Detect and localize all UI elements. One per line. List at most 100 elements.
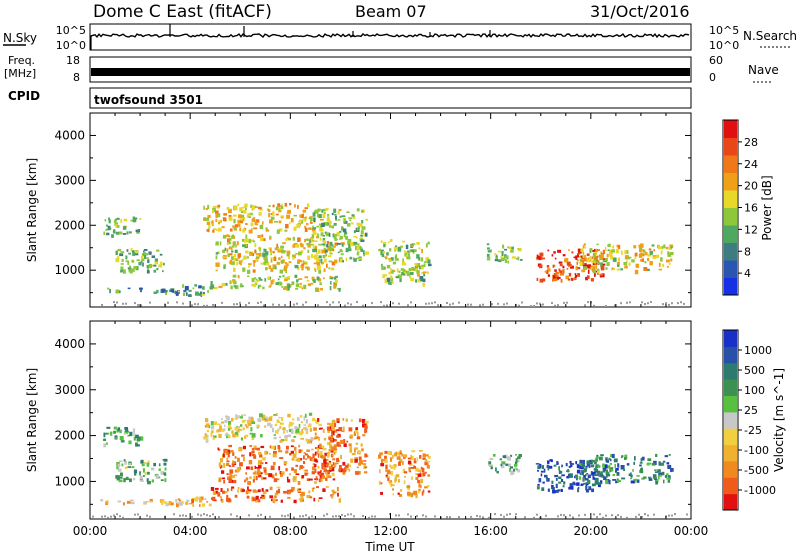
ground-scatter-cell <box>323 514 325 517</box>
range-cell <box>334 238 337 241</box>
range-cell <box>223 264 227 267</box>
colorbar-tick-label: 8 <box>744 245 751 258</box>
range-cell <box>226 494 229 498</box>
colorbar-tick-label: 24 <box>744 158 758 171</box>
range-cell <box>314 468 317 473</box>
range-cell <box>113 430 116 434</box>
range-cell <box>593 259 597 263</box>
ground-scatter-cell <box>203 304 205 307</box>
range-cell <box>639 252 644 257</box>
power-scatter-cells <box>101 202 685 307</box>
range-cell <box>272 427 275 433</box>
range-cell <box>628 262 631 266</box>
range-cell <box>287 479 291 483</box>
range-cell <box>234 417 238 420</box>
ground-scatter-cell <box>668 303 670 306</box>
range-cell <box>592 473 595 478</box>
range-cell <box>612 479 616 481</box>
range-cell <box>299 285 303 288</box>
range-cell <box>547 466 550 471</box>
range-cell <box>125 478 130 481</box>
range-cell <box>647 257 650 262</box>
range-cell <box>252 497 257 501</box>
range-cell <box>634 456 636 461</box>
range-cell <box>662 460 666 463</box>
range-cell <box>406 272 410 277</box>
range-cell <box>258 462 262 465</box>
range-cell <box>583 243 586 246</box>
range-cell <box>610 469 613 472</box>
range-cell <box>592 471 595 475</box>
range-cell <box>544 474 548 478</box>
range-cell <box>592 477 596 480</box>
range-cell <box>238 446 243 452</box>
range-cell <box>221 498 224 503</box>
range-cell <box>621 456 623 459</box>
range-cell <box>266 208 269 211</box>
range-cell <box>338 208 342 212</box>
ground-scatter-cell <box>446 302 448 304</box>
range-cell <box>490 466 493 470</box>
range-cell <box>237 428 240 433</box>
range-cell <box>247 481 251 485</box>
range-cell <box>215 255 218 260</box>
range-cell <box>486 243 490 246</box>
range-cell <box>262 490 267 495</box>
ground-scatter-cell <box>140 304 142 307</box>
figure-title: Dome C East (fitACF) <box>93 2 272 22</box>
range-cell <box>295 464 299 467</box>
range-cell <box>561 474 565 477</box>
range-cell <box>500 463 503 467</box>
range-cell <box>328 437 333 440</box>
range-cell <box>329 246 333 251</box>
range-cell <box>321 233 324 237</box>
range-cell <box>641 258 644 262</box>
range-cell <box>205 439 209 443</box>
range-cell <box>275 246 279 249</box>
range-cell <box>578 261 582 264</box>
range-cell <box>623 262 628 266</box>
range-cell <box>586 473 589 475</box>
range-cell <box>244 239 247 243</box>
range-cell <box>270 258 273 263</box>
range-cell <box>546 270 549 274</box>
range-cell <box>117 248 122 252</box>
range-cell <box>304 225 307 229</box>
range-cell <box>220 496 222 499</box>
range-cell <box>659 246 663 249</box>
range-cell <box>106 232 110 236</box>
range-cell <box>245 207 247 210</box>
range-cell <box>243 457 246 462</box>
range-cell <box>301 428 303 433</box>
range-cell <box>150 500 153 503</box>
range-cell <box>420 257 424 262</box>
range-cell <box>417 470 422 472</box>
range-cell <box>247 489 252 492</box>
range-cell <box>410 244 414 247</box>
range-cell <box>499 458 502 461</box>
range-cell <box>539 278 544 283</box>
range-cell <box>277 488 280 491</box>
range-cell <box>299 466 301 471</box>
range-cell <box>395 451 398 456</box>
colorbar-swatch <box>724 207 737 226</box>
range-cell <box>417 480 420 484</box>
ground-scatter-cell <box>122 516 124 519</box>
range-cell <box>203 291 205 296</box>
range-cell <box>389 248 392 252</box>
range-cell <box>290 445 294 448</box>
range-cell <box>345 468 350 471</box>
range-cell <box>317 278 322 282</box>
range-cell <box>410 492 414 498</box>
ground-scatter-cell <box>452 302 454 305</box>
range-cell <box>253 475 256 480</box>
range-cell <box>614 464 616 469</box>
ground-scatter-cell <box>494 513 496 516</box>
range-cell <box>274 495 277 498</box>
range-cell <box>602 249 606 254</box>
range-cell <box>280 259 284 264</box>
ground-scatter-cell <box>239 301 241 304</box>
range-cell <box>553 264 556 267</box>
range-cell <box>292 254 296 259</box>
